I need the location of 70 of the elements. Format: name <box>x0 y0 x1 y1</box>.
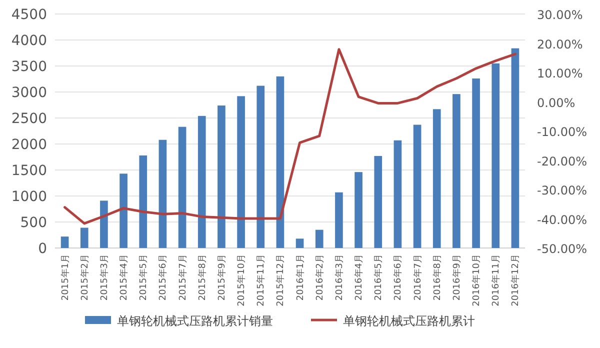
bar <box>100 200 108 248</box>
x-tick-label: 2016年3月 <box>334 254 345 301</box>
y2-tick-label: 20.00% <box>537 37 583 52</box>
y2-tick-label: -50.00% <box>537 242 588 256</box>
legend-label: 单钢轮机械式压路机累计销量 <box>117 314 273 328</box>
bar <box>452 94 460 248</box>
bar <box>276 76 284 248</box>
bar <box>237 96 245 248</box>
bar <box>511 48 520 248</box>
bar <box>60 236 69 248</box>
bar <box>472 78 480 248</box>
y2-tick-label: 0.00% <box>537 96 576 110</box>
bar <box>315 230 324 248</box>
y-tick-label: 4500 <box>11 7 47 23</box>
y2-tick-label: -30.00% <box>537 184 588 198</box>
bar <box>178 126 186 248</box>
x-tick-label: 2015年2月 <box>79 254 90 301</box>
x-tick-label: 2015年5月 <box>138 254 150 301</box>
bar <box>256 86 265 248</box>
y2-tick-label: -10.00% <box>537 125 588 139</box>
bar <box>198 116 206 248</box>
bar <box>394 140 402 248</box>
bar <box>413 124 422 248</box>
x-tick-label: 2016年6月 <box>392 254 404 301</box>
x-tick-label: 2015年9月 <box>216 254 228 301</box>
y-tick-label: 2500 <box>11 111 47 127</box>
x-tick-label: 2015年11月 <box>256 254 267 306</box>
x-tick-label: 2016年10月 <box>471 254 482 306</box>
x-tick-label: 2015年8月 <box>196 254 208 301</box>
y-tick-label: 500 <box>20 215 47 231</box>
x-tick-label: 2016年12月 <box>510 254 522 306</box>
x-tick-label: 2016年5月 <box>373 254 384 301</box>
x-tick-label: 2015年10月 <box>236 254 248 306</box>
y-tick-label: 2000 <box>11 137 47 153</box>
bar <box>218 106 226 248</box>
x-tick-label: 2016年1月 <box>294 254 306 301</box>
x-tick-label: 2016年8月 <box>432 254 443 301</box>
x-tick-label: 2015年7月 <box>177 254 188 301</box>
y2-tick-label: 30.00% <box>537 8 583 22</box>
bar <box>296 238 304 248</box>
bar <box>120 174 128 248</box>
bar <box>335 192 343 248</box>
y2-tick-label: -20.00% <box>537 154 588 168</box>
y2-tick-label: -40.00% <box>537 212 588 227</box>
x-tick-label: 2016年9月 <box>451 254 462 301</box>
x-tick-label: 2016年7月 <box>412 254 424 301</box>
x-tick-label: 2015年3月 <box>98 254 110 301</box>
y2-tick-label: 10.00% <box>537 66 583 80</box>
bar <box>492 63 500 248</box>
y-tick-label: 1000 <box>11 189 47 205</box>
x-tick-label: 2016年11月 <box>490 254 502 306</box>
legend-label: 单钢轮机械式压路机累计 <box>343 314 475 328</box>
x-tick-label: 2015年12月 <box>275 254 286 306</box>
bar <box>139 155 148 248</box>
y-tick-label: 3000 <box>11 85 47 101</box>
line-series <box>64 48 516 225</box>
x-tick-label: 2015年4月 <box>118 254 130 301</box>
y-tick-label: 1500 <box>11 163 47 179</box>
x-tick-label: 2016年4月 <box>354 254 365 301</box>
bar <box>432 109 441 248</box>
bar <box>158 140 167 248</box>
x-tick-label: 2015年6月 <box>158 254 169 301</box>
y-tick-label: 3500 <box>11 59 47 75</box>
x-tick-label: 2016年2月 <box>314 254 326 301</box>
bar <box>80 228 88 248</box>
y-tick-label: 4000 <box>11 33 47 49</box>
bar <box>374 156 382 248</box>
x-tick-label: 2015年1月 <box>60 254 71 301</box>
y-tick-label: 0 <box>38 241 47 257</box>
bar <box>354 172 362 248</box>
